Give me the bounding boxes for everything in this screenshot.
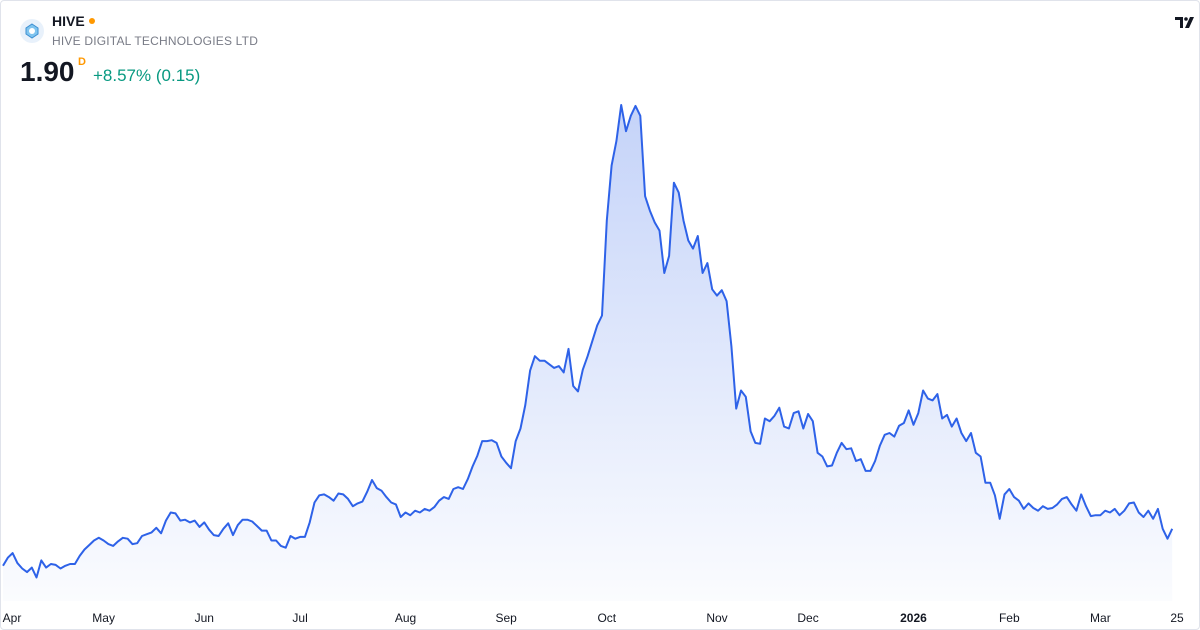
- interval: D: [78, 56, 86, 68]
- change: +8.57% (0.15): [93, 66, 201, 85]
- company-name: HIVE DIGITAL TECHNOLOGIES LTD: [52, 34, 259, 48]
- x-tick-label: Feb: [999, 611, 1020, 625]
- x-tick-label: Apr: [3, 611, 22, 625]
- x-tick-label: Oct: [597, 611, 616, 625]
- symbol: HIVE: [52, 13, 85, 29]
- x-tick-label: May: [92, 611, 115, 625]
- x-tick-label: Mar: [1090, 611, 1111, 625]
- x-tick-label: Nov: [706, 611, 727, 625]
- x-tick-label: Aug: [395, 611, 416, 625]
- price: 1.90: [20, 56, 75, 87]
- x-tick-label: Sep: [495, 611, 517, 625]
- tv-logo[interactable]: [1171, 9, 1199, 35]
- x-tick-label: 25: [1170, 611, 1184, 625]
- x-tick-label: Jul: [292, 611, 307, 625]
- x-tick-label: Jun: [195, 611, 214, 625]
- x-tick-label: 2026: [900, 611, 927, 625]
- symbol-logo: [20, 19, 44, 43]
- price-line: [2, 104, 1174, 579]
- x-tick-label: Dec: [797, 611, 818, 625]
- area-fill: [3, 105, 1173, 601]
- status-dot: [89, 18, 95, 24]
